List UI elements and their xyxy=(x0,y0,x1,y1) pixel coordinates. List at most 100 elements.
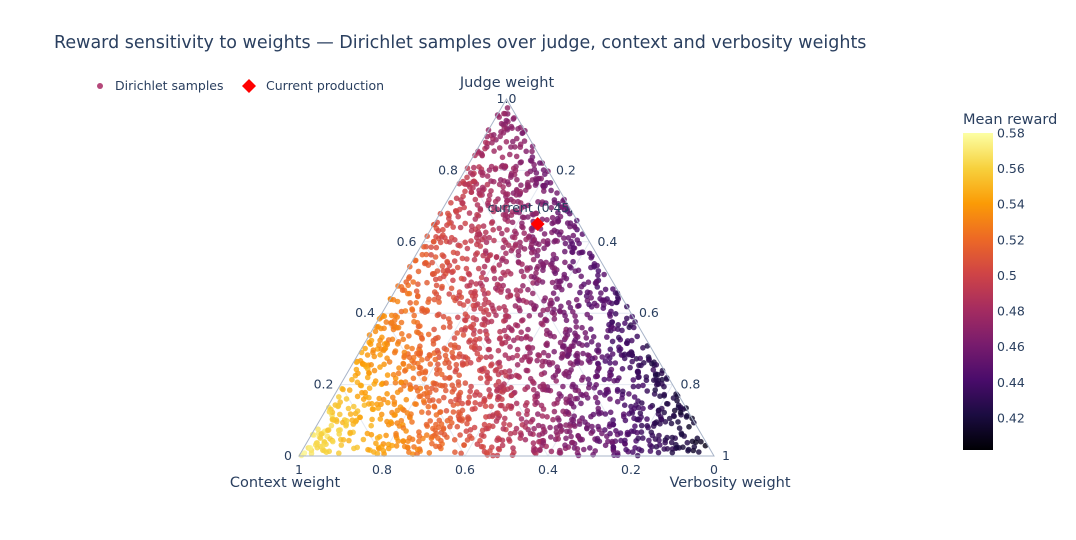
sample-point xyxy=(398,379,404,386)
sample-point xyxy=(501,387,508,394)
sample-point xyxy=(558,428,564,435)
sample-point xyxy=(410,375,417,382)
sample-point xyxy=(501,110,507,117)
sample-point xyxy=(377,416,384,422)
sample-point xyxy=(347,429,354,436)
legend-item-current-production[interactable]: Current production xyxy=(242,78,384,93)
sample-point xyxy=(374,451,381,457)
sample-point xyxy=(464,283,471,289)
sample-point xyxy=(477,243,484,249)
sample-point xyxy=(467,427,474,433)
sample-point xyxy=(346,387,353,393)
sample-point xyxy=(404,344,410,350)
sample-point xyxy=(446,262,453,269)
sample-point xyxy=(534,252,541,259)
sample-point xyxy=(481,263,488,270)
sample-point xyxy=(504,227,510,233)
sample-point xyxy=(595,268,602,274)
sample-point xyxy=(446,360,452,366)
sample-point xyxy=(371,353,378,360)
sample-point xyxy=(537,160,543,166)
sample-point xyxy=(462,380,469,386)
sample-point xyxy=(612,311,619,317)
sample-point xyxy=(656,407,662,414)
sample-point xyxy=(500,282,507,289)
sample-point xyxy=(547,180,554,186)
sample-point xyxy=(468,189,475,195)
sample-point xyxy=(496,359,503,366)
sample-point xyxy=(366,370,372,376)
sample-point xyxy=(481,291,488,297)
sample-point xyxy=(369,416,375,423)
sample-point xyxy=(590,451,596,458)
sample-point xyxy=(388,312,395,319)
sample-point xyxy=(434,312,441,319)
sample-point xyxy=(501,237,507,243)
sample-point xyxy=(326,409,333,415)
sample-point xyxy=(563,275,570,282)
sample-point xyxy=(498,275,504,282)
sample-point xyxy=(517,200,524,206)
sample-point xyxy=(488,354,494,360)
sample-point xyxy=(551,348,557,355)
sample-point xyxy=(574,237,581,243)
sample-point xyxy=(456,409,462,416)
sample-point xyxy=(378,381,385,388)
sample-point xyxy=(540,267,546,274)
sample-point xyxy=(516,374,522,381)
sample-point xyxy=(584,311,590,318)
sample-point xyxy=(669,434,676,441)
sample-point xyxy=(528,249,535,256)
sample-point xyxy=(575,433,582,440)
sample-point xyxy=(349,376,355,383)
sample-point xyxy=(462,317,468,323)
sample-point xyxy=(653,362,660,368)
sample-point xyxy=(403,396,410,403)
sample-point xyxy=(420,398,427,404)
sample-point xyxy=(637,355,643,362)
sample-point xyxy=(495,347,502,354)
sample-point xyxy=(602,358,609,364)
sample-point xyxy=(604,353,611,359)
sample-point xyxy=(533,240,539,246)
sample-point xyxy=(595,272,601,279)
sample-point xyxy=(668,420,675,427)
sample-point xyxy=(406,290,413,297)
sample-point xyxy=(383,319,390,325)
sample-point xyxy=(488,188,494,194)
tick-label-judge: 0.8 xyxy=(438,162,458,177)
sample-point xyxy=(429,271,436,277)
sample-point xyxy=(496,114,503,120)
sample-point xyxy=(572,396,578,402)
sample-point xyxy=(368,431,375,438)
sample-point xyxy=(584,342,590,348)
sample-point xyxy=(517,288,524,294)
sample-point xyxy=(477,354,484,361)
colorbar-tick-label: 0.58 xyxy=(997,126,1025,141)
sample-point xyxy=(483,276,490,283)
sample-point xyxy=(525,326,531,333)
sample-point xyxy=(624,429,631,436)
sample-point xyxy=(540,406,547,412)
sample-point xyxy=(415,281,421,288)
sample-point xyxy=(670,412,677,419)
sample-point xyxy=(486,192,493,198)
sample-point xyxy=(541,426,547,433)
sample-point xyxy=(653,382,660,388)
sample-point xyxy=(460,361,467,368)
legend-item-dirichlet-samples[interactable]: Dirichlet samples xyxy=(95,78,224,93)
sample-point xyxy=(488,403,495,410)
sample-point xyxy=(451,344,458,351)
sample-point xyxy=(497,133,504,140)
sample-point xyxy=(488,220,495,226)
sample-point xyxy=(563,396,569,403)
sample-point xyxy=(607,372,613,379)
sample-point xyxy=(376,342,382,348)
sample-point xyxy=(635,383,642,390)
sample-point xyxy=(478,366,485,373)
sample-point xyxy=(484,144,490,150)
sample-point xyxy=(491,275,498,282)
sample-point xyxy=(414,446,421,453)
sample-point xyxy=(447,324,453,330)
